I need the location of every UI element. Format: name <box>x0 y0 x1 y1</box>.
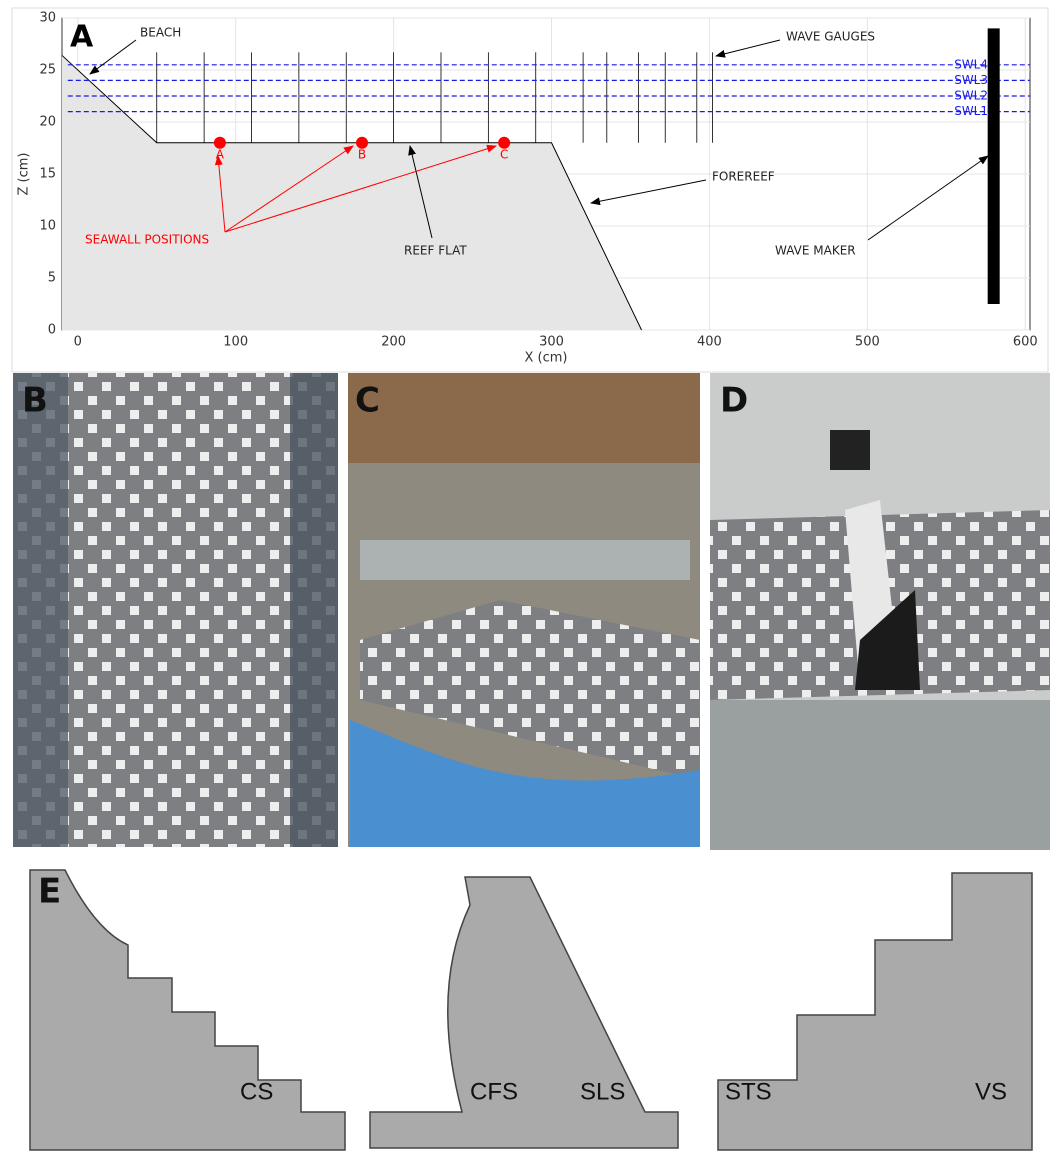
photo-d: D <box>710 373 1050 850</box>
annotation: SEAWALL POSITIONS <box>85 233 209 247</box>
y-tick-label: 20 <box>39 115 56 130</box>
profile-name: STS <box>725 1078 772 1105</box>
annotation-arrow <box>715 39 781 58</box>
swl-label: SWL4 <box>954 57 988 71</box>
y-tick-label: 10 <box>39 219 56 234</box>
y-tick-label: 15 <box>39 167 56 182</box>
y-tick-label: 0 <box>48 323 56 338</box>
photo-b: B <box>13 373 338 847</box>
x-tick-label: 600 <box>1013 335 1038 350</box>
swl-label: SWL2 <box>954 89 988 103</box>
seawall-position <box>498 136 511 149</box>
annotation: BEACH <box>140 26 181 40</box>
sts-vs-profile <box>717 872 1033 1151</box>
y-tick-label: 5 <box>48 271 56 286</box>
reef-profile <box>62 55 642 330</box>
x-tick-label: 300 <box>539 335 564 350</box>
panel-e: E CS CFS SLS STS VS <box>29 869 1033 1151</box>
x-tick-label: 100 <box>223 335 248 350</box>
y-tick-label: 30 <box>39 11 56 26</box>
annotation-arrow <box>408 145 433 239</box>
swl-label: SWL3 <box>954 73 988 87</box>
annotation: REEF FLAT <box>404 244 467 258</box>
panel-label: E <box>38 872 61 912</box>
annotation-arrow <box>89 39 137 75</box>
x-tick-label: 200 <box>381 335 406 350</box>
x-tick-label: 500 <box>855 335 880 350</box>
annotation: WAVE MAKER <box>775 244 856 258</box>
swl-label: SWL1 <box>954 104 988 118</box>
reef-outline <box>61 55 642 331</box>
annotation-arrow <box>224 144 497 233</box>
cs-profile <box>29 869 346 1151</box>
annotation-arrow <box>867 155 989 241</box>
seawall-label: A <box>216 147 225 161</box>
panel-label: B <box>22 381 48 421</box>
annotation-arrow <box>214 155 226 233</box>
y-tick-label: 25 <box>39 63 56 78</box>
profile-name: CS <box>240 1078 273 1105</box>
x-tick-label: 400 <box>697 335 722 350</box>
photo-c: C <box>348 373 700 847</box>
x-tick-label: 0 <box>74 335 82 350</box>
cfs-sls-profile <box>369 876 679 1149</box>
panel-label: D <box>720 381 748 421</box>
annotation: WAVE GAUGES <box>786 30 875 44</box>
annotation-arrow <box>590 179 707 206</box>
wave-maker <box>987 28 1000 305</box>
panel-label: C <box>355 381 380 421</box>
annotation: FOREREEF <box>712 170 775 184</box>
annotation-arrow <box>224 145 354 233</box>
seawall-label: C <box>500 147 508 161</box>
seawall-position <box>213 136 226 149</box>
seawall-position <box>356 136 369 149</box>
x-axis-label: X (cm) <box>525 351 568 366</box>
profile-name: VS <box>975 1078 1007 1105</box>
panel-label: A <box>70 20 94 55</box>
profile-name: SLS <box>580 1078 625 1105</box>
y-axis-label: Z (cm) <box>17 153 32 196</box>
seawall-label: B <box>358 147 366 161</box>
profile-name: CFS <box>470 1078 518 1105</box>
